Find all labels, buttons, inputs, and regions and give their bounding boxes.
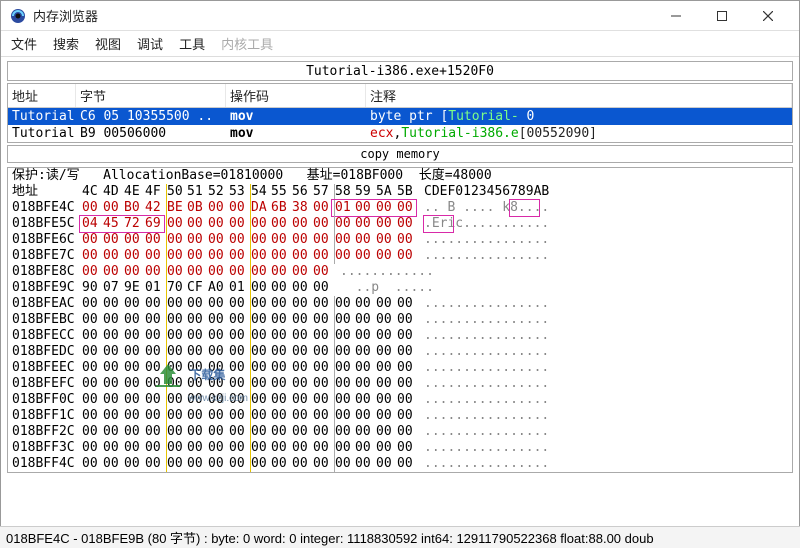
hex-col-header: 52 — [208, 184, 229, 200]
base-addr: 基址=018BF000 — [307, 168, 403, 183]
menu-file[interactable]: 文件 — [11, 34, 37, 53]
disassembly-panel: 地址 字节 操作码 注释 Tutorial-i38C6 05 10355500 … — [7, 83, 793, 143]
hex-header-ascii: CDEF0123456789AB — [424, 184, 549, 200]
hex-col-header: 51 — [187, 184, 208, 200]
hex-row[interactable]: 018BFECC00000000000000000000000000000000… — [8, 328, 792, 344]
alloc-base: AllocationBase=01810000 — [103, 168, 283, 183]
disasm-row[interactable]: Tutorial-i38B9 00506000movecx,Tutorial-i… — [8, 125, 792, 142]
hex-col-header: 5B — [397, 184, 418, 200]
hex-col-header: 4E — [124, 184, 145, 200]
hex-header-addr: 地址 — [12, 184, 82, 200]
hex-row[interactable]: 018BFEFC00000000000000000000000000000000… — [8, 376, 792, 392]
hex-col-header: 57 — [313, 184, 334, 200]
menu-search[interactable]: 搜索 — [53, 34, 79, 53]
status-bar: 018BFE4C - 018BFE9B (80 字节) : byte: 0 wo… — [0, 526, 800, 548]
menubar: 文件 搜索 视图 调试 工具 内核工具 — [1, 31, 799, 57]
hex-row[interactable]: 018BFE8C000000000000000000000000........… — [8, 264, 792, 280]
disasm-row[interactable]: Tutorial-i38C6 05 10355500 ..movbyte ptr… — [8, 108, 792, 125]
titlebar: 内存浏览器 — [1, 1, 799, 31]
col-address[interactable]: 地址 — [8, 84, 76, 107]
address-bar[interactable]: Tutorial-i386.exe+1520F0 — [7, 61, 793, 81]
hex-col-header: 58 — [334, 184, 355, 200]
hex-row[interactable]: 018BFF4C00000000000000000000000000000000… — [8, 456, 792, 472]
col-opcode[interactable]: 操作码 — [226, 84, 366, 107]
hex-row[interactable]: 018BFEEC00000000000000000000000000000000… — [8, 360, 792, 376]
hex-row[interactable]: 018BFF2C00000000000000000000000000000000… — [8, 424, 792, 440]
hex-col-header: 50 — [166, 184, 187, 200]
hex-col-header: 54 — [250, 184, 271, 200]
hex-panel: 保护:读/写 AllocationBase=01810000 基址=018BF0… — [7, 167, 793, 473]
hex-row[interactable]: 018BFEBC00000000000000000000000000000000… — [8, 312, 792, 328]
app-icon — [9, 7, 27, 25]
menu-tools[interactable]: 工具 — [179, 34, 205, 53]
hex-row[interactable]: 018BFE6C00000000000000000000000000000000… — [8, 232, 792, 248]
hex-row[interactable]: 018BFE9C90079E0170CFA00100000000 ..p ...… — [8, 280, 792, 296]
protect-label: 保护:读/写 — [12, 168, 80, 183]
hex-col-header: 5A — [376, 184, 397, 200]
region-length: 长度=48000 — [419, 168, 492, 183]
hex-col-header: 55 — [271, 184, 292, 200]
menu-debug[interactable]: 调试 — [137, 34, 163, 53]
hex-row[interactable]: 018BFE5C04457269000000000000000000000000… — [8, 216, 792, 232]
menu-kernel[interactable]: 内核工具 — [221, 34, 273, 53]
hex-col-header: 56 — [292, 184, 313, 200]
window-title: 内存浏览器 — [33, 6, 653, 25]
hex-row[interactable]: 018BFF3C00000000000000000000000000000000… — [8, 440, 792, 456]
hex-row[interactable]: 018BFE4C0000B042BE0B0000DA6B380001000000… — [8, 200, 792, 216]
col-bytes[interactable]: 字节 — [76, 84, 226, 107]
hex-row[interactable]: 018BFF1C00000000000000000000000000000000… — [8, 408, 792, 424]
maximize-button[interactable] — [699, 1, 745, 31]
hex-col-header: 4D — [103, 184, 124, 200]
close-button[interactable] — [745, 1, 791, 31]
menu-view[interactable]: 视图 — [95, 34, 121, 53]
hex-row[interactable]: 018BFEAC00000000000000000000000000000000… — [8, 296, 792, 312]
hex-row[interactable]: 018BFE7C00000000000000000000000000000000… — [8, 248, 792, 264]
hex-row[interactable]: 018BFEDC00000000000000000000000000000000… — [8, 344, 792, 360]
minimize-button[interactable] — [653, 1, 699, 31]
hex-col-header: 4F — [145, 184, 166, 200]
hex-col-header: 53 — [229, 184, 250, 200]
hex-col-header: 4C — [82, 184, 103, 200]
col-comment[interactable]: 注释 — [366, 84, 792, 107]
hex-col-header: 59 — [355, 184, 376, 200]
copy-memory-bar[interactable]: copy memory — [7, 145, 793, 163]
hex-row[interactable]: 018BFF0C00000000000000000000000000000000… — [8, 392, 792, 408]
